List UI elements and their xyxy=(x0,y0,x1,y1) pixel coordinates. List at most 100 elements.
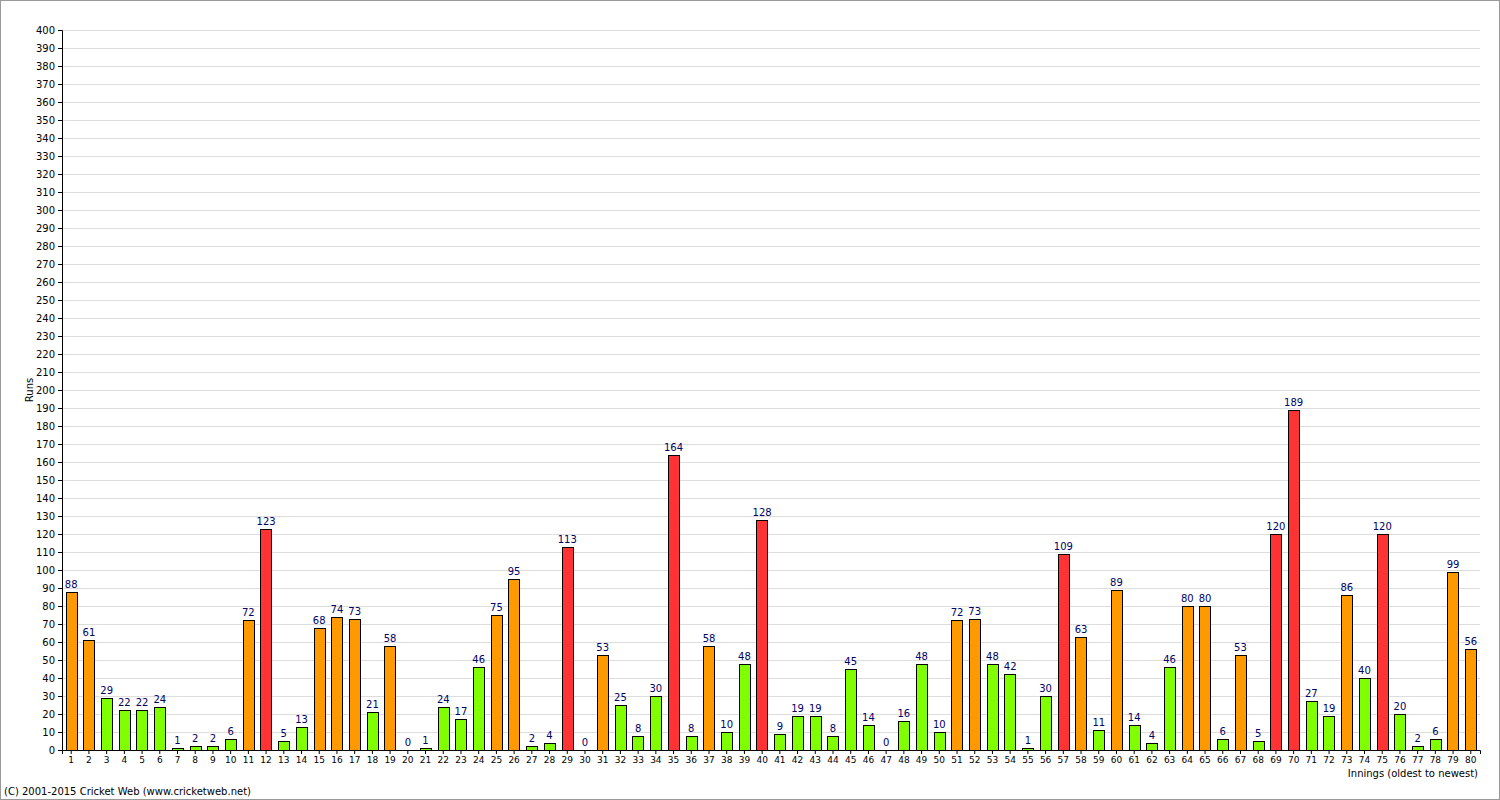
data-label: 88 xyxy=(65,579,78,590)
x-tick: 37 xyxy=(703,750,714,765)
data-label: 9 xyxy=(777,721,783,732)
y-tick-label: 130 xyxy=(36,511,55,522)
y-tick-label: 160 xyxy=(36,457,55,468)
grid-line xyxy=(62,120,1480,121)
y-tick-label: 40 xyxy=(42,673,55,684)
x-tick: 76 xyxy=(1394,750,1406,765)
data-label: 5 xyxy=(281,728,287,739)
y-tick-label: 200 xyxy=(36,385,55,396)
x-tick-mark xyxy=(726,750,727,754)
x-tick-mark xyxy=(1081,750,1082,754)
grid-line xyxy=(62,732,1480,733)
x-tick: 23 xyxy=(455,750,466,765)
x-tick: 6 xyxy=(157,750,163,765)
data-label: 6 xyxy=(227,726,233,737)
bar xyxy=(811,717,822,751)
x-tick: 17 xyxy=(349,750,360,765)
x-tick-label: 70 xyxy=(1288,755,1300,765)
x-tick-mark xyxy=(71,750,72,754)
data-label: 2 xyxy=(529,733,535,744)
x-tick-mark xyxy=(779,750,780,754)
x-tick-mark xyxy=(939,750,940,754)
y-tick: 40 xyxy=(42,673,62,684)
y-tick-label: 170 xyxy=(36,439,55,450)
data-label: 5 xyxy=(1255,728,1261,739)
x-tick: 77 xyxy=(1412,750,1423,765)
data-label: 63 xyxy=(1075,624,1088,635)
grid-line xyxy=(62,498,1480,499)
x-tick: 2 xyxy=(86,750,92,765)
x-tick: 14 xyxy=(296,750,308,765)
x-tick-label: 7 xyxy=(175,755,181,765)
data-label: 48 xyxy=(738,651,751,662)
y-tick-mark xyxy=(58,354,62,355)
data-label: 86 xyxy=(1340,582,1353,593)
y-tick: 20 xyxy=(42,709,62,720)
y-tick-mark xyxy=(58,642,62,643)
data-label: 53 xyxy=(596,642,609,653)
y-tick: 30 xyxy=(42,691,62,702)
y-tick-mark xyxy=(58,570,62,571)
bar xyxy=(722,733,733,751)
y-tick: 370 xyxy=(36,79,62,90)
y-tick-label: 80 xyxy=(42,601,55,612)
y-tick: 120 xyxy=(36,529,62,540)
x-axis-line xyxy=(63,751,1481,755)
x-tick-label: 12 xyxy=(260,755,271,765)
data-label: 16 xyxy=(898,708,911,719)
data-label: 14 xyxy=(1128,712,1141,723)
x-tick-label: 71 xyxy=(1306,755,1317,765)
x-tick-label: 2 xyxy=(86,755,92,765)
x-tick-label: 8 xyxy=(192,755,198,765)
x-tick: 73 xyxy=(1341,750,1352,765)
x-tick: 40 xyxy=(756,750,768,765)
bar xyxy=(279,742,290,751)
x-tick-label: 16 xyxy=(331,755,343,765)
x-tick-label: 36 xyxy=(686,755,698,765)
data-label: 1 xyxy=(1025,735,1031,746)
x-axis: 1234567891011121314151617181920212223242… xyxy=(63,750,1481,765)
grid-line xyxy=(62,462,1480,463)
x-tick-label: 62 xyxy=(1146,755,1157,765)
x-tick-label: 77 xyxy=(1412,755,1423,765)
x-tick-label: 14 xyxy=(296,755,308,765)
y-tick-mark xyxy=(58,516,62,517)
grid-line xyxy=(62,246,1480,247)
x-tick: 54 xyxy=(1004,750,1016,765)
x-tick-mark xyxy=(88,750,89,754)
x-tick-mark xyxy=(1063,750,1064,754)
y-tick-label: 210 xyxy=(36,367,55,378)
y-tick-mark xyxy=(58,588,62,589)
y-tick-mark xyxy=(58,606,62,607)
x-tick-label: 23 xyxy=(455,755,466,765)
y-tick: 140 xyxy=(36,493,62,504)
y-tick-mark xyxy=(58,732,62,733)
x-tick: 57 xyxy=(1058,750,1069,765)
bar xyxy=(1076,638,1087,751)
x-tick-label: 72 xyxy=(1323,755,1334,765)
bar xyxy=(385,647,396,751)
y-tick: 210 xyxy=(36,367,62,378)
bar xyxy=(704,647,715,751)
x-tick-label: 1 xyxy=(68,755,74,765)
x-tick-label: 4 xyxy=(121,755,127,765)
grid-line xyxy=(62,84,1480,85)
x-tick-label: 27 xyxy=(526,755,537,765)
x-tick: 30 xyxy=(579,750,591,765)
x-tick-mark xyxy=(212,750,213,754)
bar xyxy=(226,740,237,751)
x-tick: 42 xyxy=(792,750,803,765)
grid-line xyxy=(62,336,1480,337)
x-tick-mark xyxy=(833,750,834,754)
y-tick-label: 400 xyxy=(36,25,55,36)
x-tick-mark xyxy=(336,750,337,754)
data-label: 72 xyxy=(951,607,964,618)
bar xyxy=(988,665,999,751)
bar xyxy=(1005,675,1016,751)
x-tick-label: 10 xyxy=(225,755,237,765)
data-label: 19 xyxy=(809,703,822,714)
data-label: 80 xyxy=(1199,593,1212,604)
x-tick-label: 3 xyxy=(104,755,110,765)
bar xyxy=(1165,668,1176,751)
y-tick-label: 120 xyxy=(36,529,55,540)
